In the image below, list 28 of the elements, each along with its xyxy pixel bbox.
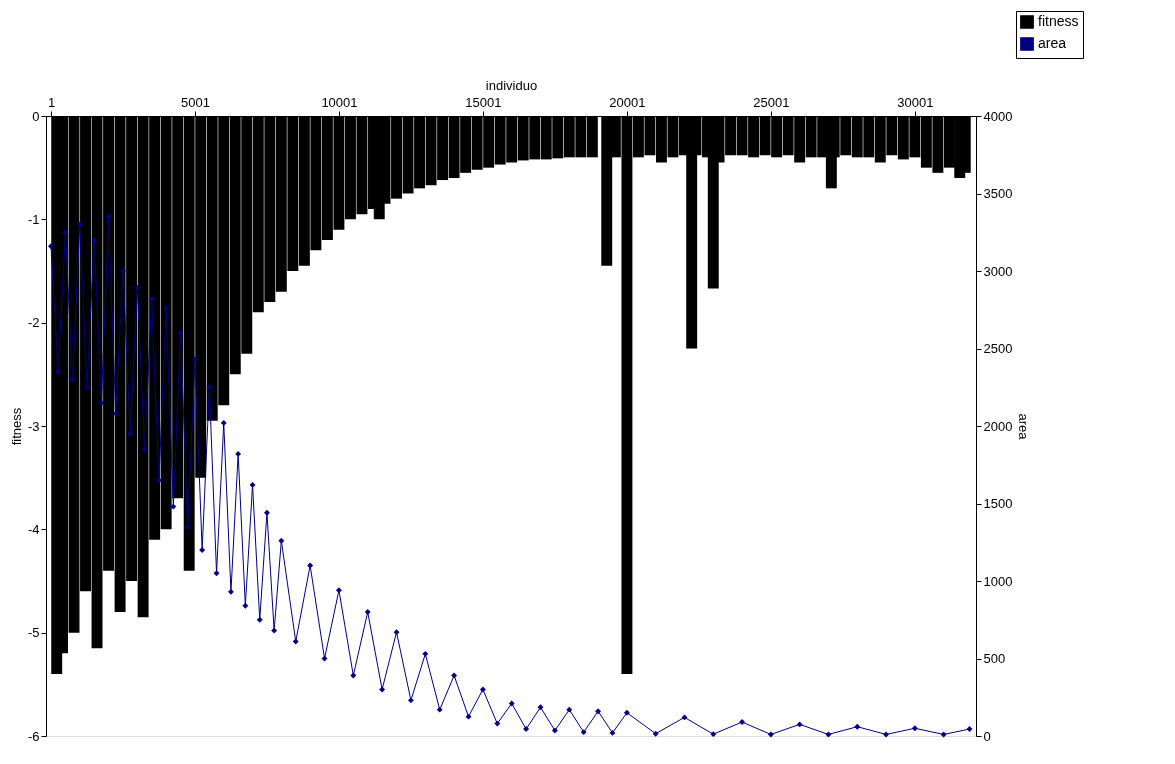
y2-tick-label: 1000 [983, 573, 1013, 589]
y2-tick-label: 3000 [983, 263, 1013, 279]
x-tick-label: 15001 [465, 94, 502, 110]
y2-tick-label: 4000 [983, 108, 1013, 124]
y2-tick-label: 3500 [983, 186, 1013, 201]
legend-label: area [1038, 35, 1067, 51]
y-axis-title: fitness [8, 407, 24, 446]
y2-tick-label: 0 [983, 728, 991, 744]
x-tick-label: 10001 [321, 94, 358, 110]
y2-tick-label: 500 [983, 651, 1006, 666]
x-axis-title: individuo [485, 77, 538, 93]
y-tick-label: -2 [27, 315, 40, 331]
y-tick-label: -5 [27, 625, 40, 641]
y-tick-label: -3 [27, 418, 40, 434]
x-tick-label: 25001 [753, 94, 790, 110]
y2-tick-label: 1500 [983, 496, 1013, 511]
x-tick-label: 30001 [897, 94, 934, 110]
y2-tick-label: 2000 [983, 418, 1013, 434]
y-tick-label: -4 [27, 521, 40, 537]
y2-tick-label: 2500 [983, 341, 1013, 356]
y-tick-label: -1 [27, 211, 40, 227]
y2-axis-title: area [1016, 413, 1032, 441]
x-tick-label: 20001 [609, 94, 646, 110]
y-tick-label: -6 [27, 728, 40, 744]
legend-label: fitness [1038, 13, 1079, 29]
x-tick-label: 5001 [181, 94, 210, 110]
x-tick-label: 1 [47, 94, 56, 110]
y-tick-label: 0 [32, 108, 40, 124]
